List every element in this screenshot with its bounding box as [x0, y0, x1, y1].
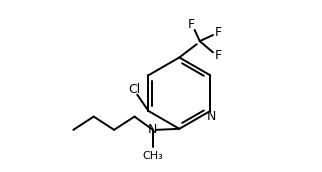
Text: N: N	[148, 123, 157, 136]
Text: F: F	[188, 18, 195, 31]
Text: F: F	[214, 26, 222, 40]
Text: Cl: Cl	[128, 83, 140, 96]
Text: F: F	[214, 49, 222, 62]
Text: N: N	[207, 110, 216, 123]
Text: CH₃: CH₃	[142, 151, 163, 161]
